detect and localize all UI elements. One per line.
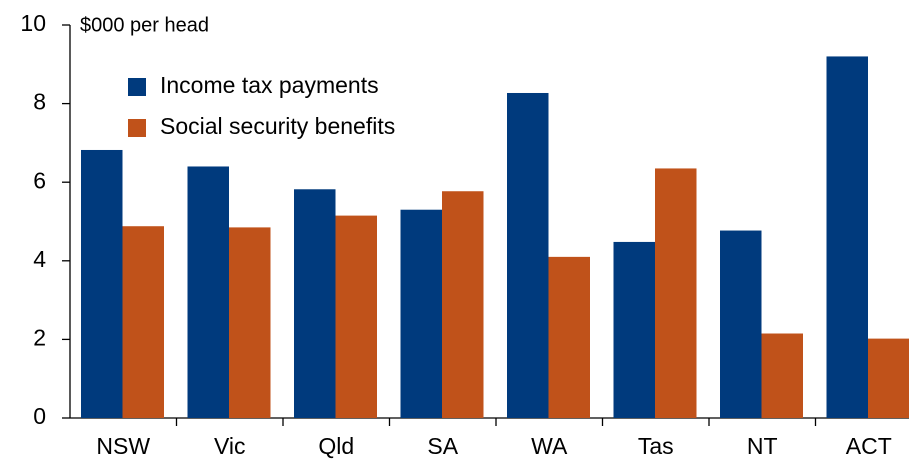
x-tick-label: ACT — [846, 433, 892, 459]
bar — [187, 166, 229, 418]
bar — [442, 191, 484, 418]
y-axis-label: $000 per head — [80, 14, 209, 36]
bar — [720, 230, 762, 418]
legend-label: Income tax payments — [160, 72, 379, 98]
legend-swatch — [128, 119, 146, 137]
x-tick-label: Qld — [318, 433, 354, 459]
x-tick-label: NT — [747, 433, 778, 459]
bar — [613, 241, 655, 418]
bar — [294, 189, 336, 418]
bar — [122, 226, 164, 418]
x-tick-label: SA — [427, 433, 458, 459]
bar — [548, 256, 590, 418]
x-tick-label: WA — [531, 433, 568, 459]
bar — [507, 92, 549, 418]
y-tick-label: 2 — [33, 324, 46, 350]
x-tick-label: NSW — [96, 433, 150, 459]
x-tick-label: Vic — [214, 433, 246, 459]
y-tick-label: 10 — [20, 10, 46, 36]
y-tick-label: 6 — [33, 167, 46, 193]
bar — [335, 215, 377, 418]
x-tick-label: Tas — [638, 433, 674, 459]
bar — [655, 168, 697, 418]
y-tick-label: 4 — [33, 246, 46, 272]
legend-label: Social security benefits — [160, 113, 395, 139]
bar — [761, 333, 803, 418]
y-tick-label: 0 — [33, 403, 46, 429]
bar — [868, 338, 909, 418]
bar — [826, 56, 868, 418]
legend-swatch — [128, 78, 146, 96]
bar — [81, 149, 123, 418]
y-tick-label: 8 — [33, 89, 46, 115]
bar — [400, 209, 442, 418]
bar — [229, 227, 271, 418]
